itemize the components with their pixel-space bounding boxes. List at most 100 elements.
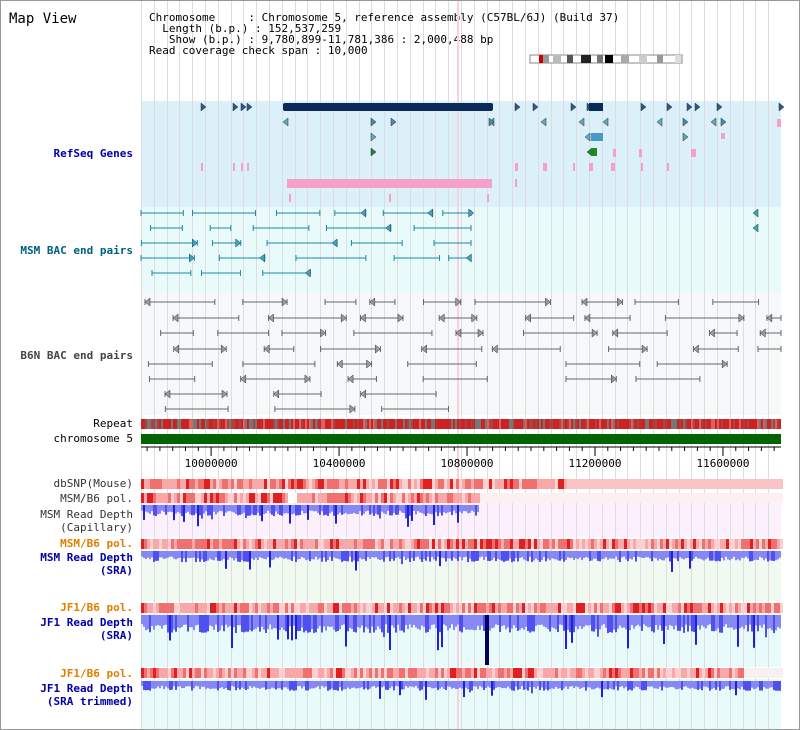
repeat-element <box>737 419 739 429</box>
msm-sra-depth-bar <box>389 551 391 562</box>
grid-line <box>473 1 475 729</box>
msm-sra-depth-bar <box>539 551 541 562</box>
jf1-pol-segment <box>594 603 597 613</box>
msm-pol-segment <box>615 493 618 503</box>
jf1-sra-depth-bar <box>481 615 483 626</box>
repeat-element <box>331 419 333 429</box>
msm-cap-depth-bar <box>249 505 251 516</box>
jf1-pol-segment <box>291 603 294 613</box>
dbsnp-segment <box>342 479 345 489</box>
msm-pol-segment <box>165 493 168 503</box>
jf1-sra-depth-bar <box>171 615 173 633</box>
msm-pol2-segment <box>378 539 381 549</box>
jf1-pol-segment <box>219 603 222 613</box>
msm-cap-depth-bar <box>463 505 465 512</box>
jf1-pol-segment <box>207 603 210 613</box>
repeat-element <box>771 419 773 429</box>
jf1-trim-depth-bar <box>695 681 697 690</box>
jf1-pol2-segment <box>450 668 453 678</box>
jf1-trim-depth-bar <box>557 681 559 689</box>
repeat-element <box>763 419 765 429</box>
msm-pol2-segment <box>639 539 642 549</box>
msm-cap-depth-bar <box>211 505 213 520</box>
chromosome-track-label: chromosome 5 <box>53 432 133 445</box>
msm-sra-depth-bar <box>447 551 449 559</box>
scale-tick-label: 10400000 <box>312 457 366 470</box>
jf1-pol2-segment <box>480 668 483 678</box>
msm-sra-depth-bar <box>493 551 495 558</box>
exon <box>233 163 235 171</box>
msm-pol2-segment <box>429 539 432 549</box>
msm-pol-segment <box>477 493 480 503</box>
jf1-trim-depth-bar <box>479 681 481 687</box>
jf1-trim-depth-bar <box>503 681 505 688</box>
msm-sra-depth-bar <box>207 551 209 561</box>
msm-pol2-segment <box>756 539 759 549</box>
jf1-trim-depth-bar <box>577 681 579 688</box>
dbsnp-segment <box>759 479 762 489</box>
jf1-pol2-segment <box>732 668 735 678</box>
msm-sra-depth-bar <box>159 551 161 558</box>
jf1-trim-depth-bar <box>217 681 219 691</box>
repeat-element <box>383 419 385 429</box>
gene-arrow <box>686 102 693 112</box>
repeat-element <box>723 419 725 429</box>
msm-sra-depth-bar <box>363 551 365 559</box>
gene-arrow <box>370 132 377 142</box>
msm-sra-depth-bar <box>423 551 425 560</box>
jf1-sra-depth-bar <box>329 615 331 627</box>
msm-pol2-segment <box>654 539 657 549</box>
msm-sra-depth-bar <box>559 551 561 561</box>
dbsnp-segment <box>765 479 768 489</box>
msm-cap-depth-bar <box>217 505 219 513</box>
msm-pol-segment <box>768 493 771 503</box>
jf1-trim-depth-bar <box>555 681 557 687</box>
jf1-trim-depth-bar <box>661 681 663 691</box>
jf1-sra-depth-bar <box>493 615 495 628</box>
jf1-pol-segment <box>603 603 606 613</box>
msm-cap-depth-bar <box>343 505 345 514</box>
jf1-pol-segment <box>150 603 153 613</box>
dbsnp-segment <box>507 479 510 489</box>
msm-pol-segment <box>621 493 624 503</box>
b6n-bac-end <box>144 297 151 307</box>
dbsnp-segment <box>501 479 504 489</box>
gene-block <box>287 179 492 188</box>
jf1-pol2-segment <box>642 668 645 678</box>
repeat-element <box>681 419 683 429</box>
jf1-trim-depth-bar <box>233 681 235 687</box>
repeat-element <box>511 419 513 429</box>
msm-cap-depth-bar <box>271 505 273 515</box>
jf1-trim-depth-bar <box>743 681 745 690</box>
jf1-sra-depth-bar <box>711 615 713 632</box>
dbsnp-segment <box>180 479 183 489</box>
msm-pol2-segment <box>765 539 768 549</box>
repeat-element <box>399 419 401 429</box>
jf1-trim-depth-bar <box>445 681 447 690</box>
repeat-element <box>333 419 335 429</box>
jf1-sra-depth-bar <box>333 615 335 630</box>
msm-sra-depth-bar <box>567 551 569 558</box>
chromosome-ideogram[interactable] <box>529 53 685 65</box>
msm-sra-depth-bar <box>639 551 641 558</box>
msm-pol2-segment <box>603 539 606 549</box>
repeat-element <box>237 419 239 429</box>
b6n-bac-end <box>360 389 366 399</box>
jf1-sra-depth-bar <box>167 615 169 633</box>
dbsnp-segment <box>528 479 531 489</box>
jf1-pol-segment <box>495 603 498 613</box>
msm-pol2-segment <box>738 539 741 549</box>
msm-pol-segment <box>201 493 204 503</box>
msm-pol-segment <box>735 493 738 503</box>
jf1-sra-depth-bar <box>591 615 593 632</box>
jf1-pol2-segment <box>249 668 252 678</box>
jf1-pol-segment <box>225 603 228 613</box>
msm-cap-depth-bar <box>451 505 453 516</box>
repeat-element <box>407 419 409 429</box>
jf1-trim-depth-bar <box>669 681 671 688</box>
msm-pol-segment <box>405 493 408 503</box>
msm-pol-segment <box>177 493 180 503</box>
msm-pol-segment <box>147 493 150 503</box>
jf1-pol-segment <box>393 603 396 613</box>
